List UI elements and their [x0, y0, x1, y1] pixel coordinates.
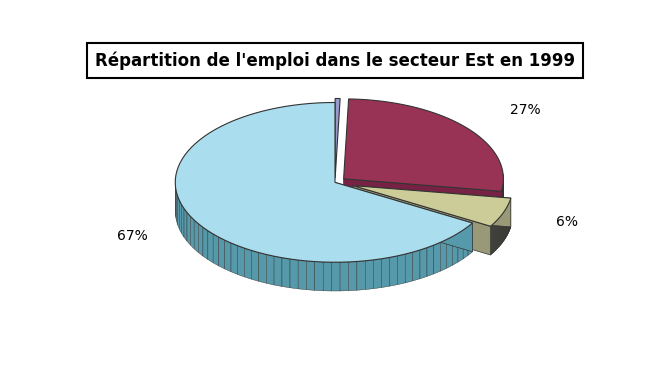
Polygon shape [282, 258, 290, 288]
Polygon shape [298, 260, 306, 290]
Polygon shape [187, 213, 190, 245]
Polygon shape [463, 227, 468, 259]
Polygon shape [184, 208, 187, 241]
Polygon shape [344, 179, 501, 220]
Polygon shape [335, 182, 472, 252]
Polygon shape [231, 243, 238, 274]
Polygon shape [238, 246, 245, 277]
Polygon shape [357, 261, 365, 290]
Polygon shape [290, 259, 298, 289]
Polygon shape [348, 262, 357, 291]
Polygon shape [251, 251, 259, 281]
Polygon shape [340, 262, 348, 291]
Text: 6%: 6% [556, 215, 578, 229]
Polygon shape [176, 192, 178, 225]
Polygon shape [213, 234, 219, 266]
Polygon shape [440, 239, 446, 271]
Polygon shape [176, 102, 472, 262]
Polygon shape [344, 99, 503, 191]
Polygon shape [427, 245, 433, 276]
Text: Répartition de l'emploi dans le secteur Est en 1999: Répartition de l'emploi dans le secteur … [95, 51, 575, 70]
Polygon shape [335, 99, 340, 178]
Text: 67%: 67% [117, 229, 147, 243]
Polygon shape [224, 240, 231, 272]
Polygon shape [306, 261, 315, 290]
Polygon shape [208, 231, 213, 263]
Text: 0%: 0% [328, 64, 350, 78]
Polygon shape [420, 248, 427, 279]
Polygon shape [194, 220, 198, 253]
Polygon shape [373, 259, 382, 289]
Polygon shape [182, 204, 184, 237]
Polygon shape [353, 185, 490, 255]
Polygon shape [458, 230, 463, 262]
Polygon shape [180, 200, 182, 233]
Polygon shape [190, 217, 194, 249]
Polygon shape [323, 262, 332, 291]
Polygon shape [452, 233, 458, 265]
Polygon shape [332, 262, 340, 291]
Polygon shape [446, 237, 452, 268]
Text: 27%: 27% [510, 103, 541, 117]
Polygon shape [178, 196, 180, 229]
Polygon shape [353, 185, 511, 226]
Polygon shape [413, 250, 420, 281]
Polygon shape [405, 252, 413, 283]
Polygon shape [365, 260, 373, 289]
Polygon shape [267, 255, 274, 285]
Polygon shape [245, 248, 251, 279]
Polygon shape [198, 224, 203, 256]
Polygon shape [203, 227, 208, 260]
Polygon shape [274, 256, 282, 286]
Polygon shape [259, 253, 267, 283]
Polygon shape [397, 254, 405, 285]
Polygon shape [219, 237, 224, 269]
Polygon shape [390, 256, 397, 286]
Polygon shape [353, 185, 511, 227]
Polygon shape [382, 257, 390, 288]
Polygon shape [433, 242, 440, 274]
Polygon shape [315, 262, 323, 291]
Polygon shape [468, 223, 472, 255]
